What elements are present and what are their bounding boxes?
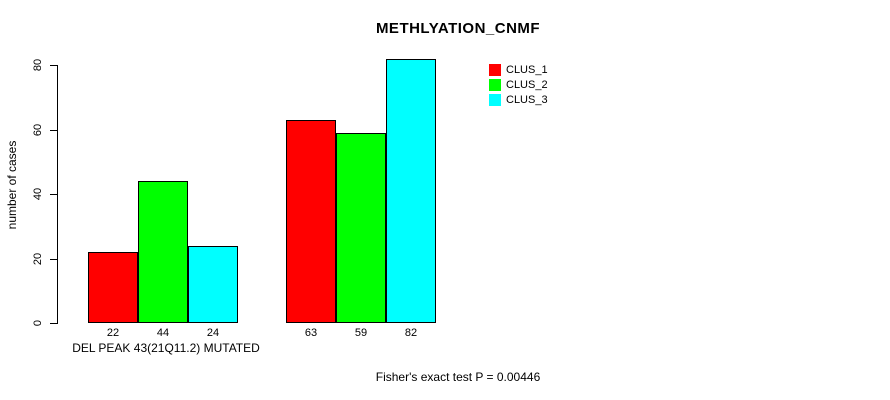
legend-swatch-icon: [489, 63, 501, 76]
y-axis-label: number of cases: [5, 140, 19, 230]
bar-value-label: 44: [156, 327, 170, 339]
y-tick-mark: [50, 130, 58, 131]
bar-clus_2-group2: [336, 133, 386, 323]
legend-label: CLUS_1: [506, 63, 548, 76]
y-tick-mark: [50, 194, 58, 195]
legend-swatch-icon: [489, 93, 501, 106]
bar-value-label: 82: [404, 327, 418, 339]
bar-value-label: 63: [304, 327, 318, 339]
bar-clus_2-group1: [138, 181, 188, 323]
legend-label: CLUS_2: [506, 78, 548, 91]
y-tick-mark: [50, 323, 58, 324]
y-tick-label: 60: [32, 123, 44, 137]
bar-clus_3-group1: [188, 246, 238, 323]
y-tick-label: 40: [32, 187, 44, 201]
legend-label: CLUS_3: [506, 93, 548, 106]
legend-swatch-icon: [489, 78, 501, 91]
bar-value-label: 24: [206, 327, 220, 339]
footnote: Fisher's exact test P = 0.00446: [375, 370, 541, 384]
bar-clus_3-group2: [386, 59, 436, 323]
bar-value-label: 22: [106, 327, 120, 339]
chart-title: METHLYATION_CNMF: [375, 20, 541, 37]
y-tick-label: 0: [32, 319, 44, 327]
legend-row: CLUS_2: [489, 77, 548, 92]
legend-row: CLUS_3: [489, 92, 548, 107]
y-tick-mark: [50, 259, 58, 260]
x-axis-label: DEL PEAK 43(21Q11.2) MUTATED: [72, 341, 260, 355]
legend-row: CLUS_1: [489, 62, 548, 77]
bar-clus_1-group1: [88, 252, 138, 323]
y-tick-label: 20: [32, 252, 44, 266]
bar-clus_1-group2: [286, 120, 336, 323]
bar-value-label: 59: [354, 327, 368, 339]
y-tick-label: 80: [32, 58, 44, 72]
y-tick-mark: [50, 65, 58, 66]
legend: CLUS_1 CLUS_2 CLUS_3: [489, 62, 548, 107]
